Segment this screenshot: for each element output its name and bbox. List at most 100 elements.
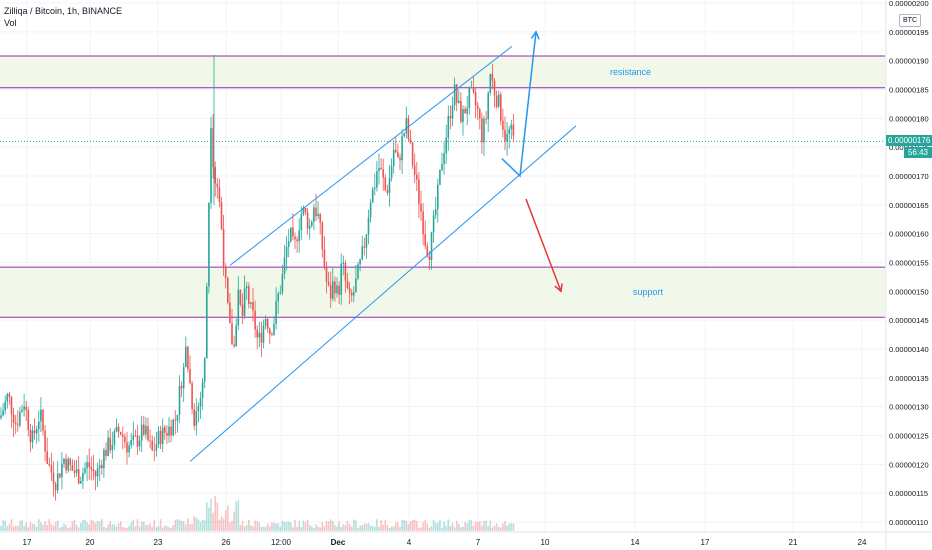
- volume-bar: [495, 523, 498, 531]
- volume-bar: [455, 520, 458, 531]
- volume-bar: [405, 520, 408, 531]
- volume-bar: [401, 520, 403, 531]
- volume-bar: [159, 519, 162, 531]
- y-tick-label: 0.00000180: [889, 114, 929, 123]
- volume-bar: [380, 520, 382, 531]
- volume-bar: [424, 519, 426, 531]
- volume-bar: [50, 523, 53, 531]
- volume-bar: [14, 525, 17, 531]
- current-price-tag: 0.00000176: [886, 135, 932, 146]
- volume-bar: [180, 521, 183, 531]
- volume-bar: [376, 519, 378, 531]
- candle-body: [10, 396, 13, 415]
- volume-label: Vol: [4, 18, 17, 28]
- volume-bar: [292, 527, 294, 531]
- volume-bar: [2, 520, 4, 531]
- candle-body: [182, 367, 185, 389]
- candle-body: [54, 483, 57, 491]
- currency-badge[interactable]: BTC: [899, 14, 921, 27]
- x-tick-label: 14: [631, 538, 640, 547]
- volume-bar: [157, 525, 160, 531]
- volume-bar: [428, 527, 431, 531]
- volume-bar: [313, 527, 315, 531]
- candle-body: [174, 419, 177, 421]
- countdown-tag: 56:43: [904, 147, 932, 158]
- candle-body: [33, 430, 36, 434]
- candle-body: [453, 84, 456, 106]
- volume-bar: [321, 522, 324, 531]
- volume-bar: [367, 523, 370, 531]
- candle-body: [80, 481, 82, 484]
- volume-bar: [287, 521, 290, 531]
- y-tick-label: 0.00000150: [889, 287, 929, 296]
- candle-body: [23, 406, 25, 410]
- volume-bar: [128, 525, 130, 531]
- candle-body: [201, 381, 204, 399]
- volume-bar: [23, 525, 25, 531]
- candle-body: [42, 409, 44, 431]
- candle-body: [193, 408, 195, 426]
- candle-body: [82, 472, 84, 482]
- candle-body: [4, 401, 6, 411]
- volume-bar: [12, 526, 15, 531]
- volume-bar: [233, 511, 235, 531]
- volume-bar: [311, 526, 313, 531]
- candle-body: [44, 430, 46, 452]
- candle-body: [476, 105, 479, 110]
- volume-bar: [323, 526, 326, 531]
- candle-body: [340, 263, 342, 295]
- volume-bar: [502, 523, 504, 531]
- candle-body: [502, 120, 504, 130]
- volume-bar: [105, 527, 107, 531]
- volume-bar: [218, 519, 221, 531]
- volume-bar: [332, 521, 334, 531]
- volume-bar: [149, 523, 151, 531]
- candle-body: [315, 207, 317, 217]
- volume-bar: [248, 519, 250, 531]
- volume-bar: [86, 521, 88, 531]
- candle-body: [455, 84, 458, 103]
- candle-body: [208, 202, 210, 287]
- x-tick-label: 7: [476, 538, 481, 547]
- volume-bar: [124, 527, 126, 531]
- volume-bar: [256, 521, 258, 531]
- candle-body: [441, 163, 443, 170]
- candle-body: [12, 414, 15, 423]
- candle-body: [271, 334, 273, 335]
- volume-bar: [227, 505, 229, 531]
- candle-body: [243, 288, 246, 316]
- volume-bar: [403, 519, 405, 531]
- volume-bar: [138, 526, 141, 531]
- candle-body: [409, 138, 412, 143]
- candle-body: [334, 281, 336, 294]
- candle-body: [479, 109, 481, 119]
- candle-body: [50, 465, 53, 473]
- volume-bar: [374, 526, 376, 531]
- volume-bar: [10, 519, 13, 531]
- volume-bar: [487, 525, 489, 531]
- candle-body: [130, 440, 132, 446]
- candle-body: [386, 189, 389, 193]
- volume-bar: [187, 518, 189, 531]
- candle-body: [506, 134, 508, 142]
- volume-bar: [193, 516, 195, 531]
- volume-bar: [466, 522, 468, 531]
- volume-bar: [439, 519, 441, 531]
- time-axis-bg: [0, 532, 885, 550]
- candle-body: [222, 228, 225, 267]
- volume-bar: [363, 523, 366, 531]
- candle-body: [96, 468, 99, 477]
- volume-bar: [441, 527, 443, 531]
- candle-body: [65, 458, 67, 471]
- y-tick-label: 0.00000140: [889, 345, 929, 354]
- volume-bar: [434, 522, 437, 531]
- volume-bar: [4, 520, 6, 531]
- volume-bar: [224, 510, 227, 531]
- y-tick-label: 0.00000155: [889, 259, 929, 268]
- volume-bar: [17, 525, 19, 531]
- volume-bar: [52, 525, 55, 531]
- candle-body: [206, 286, 208, 359]
- candle-body: [17, 424, 19, 426]
- candle-body: [483, 118, 485, 143]
